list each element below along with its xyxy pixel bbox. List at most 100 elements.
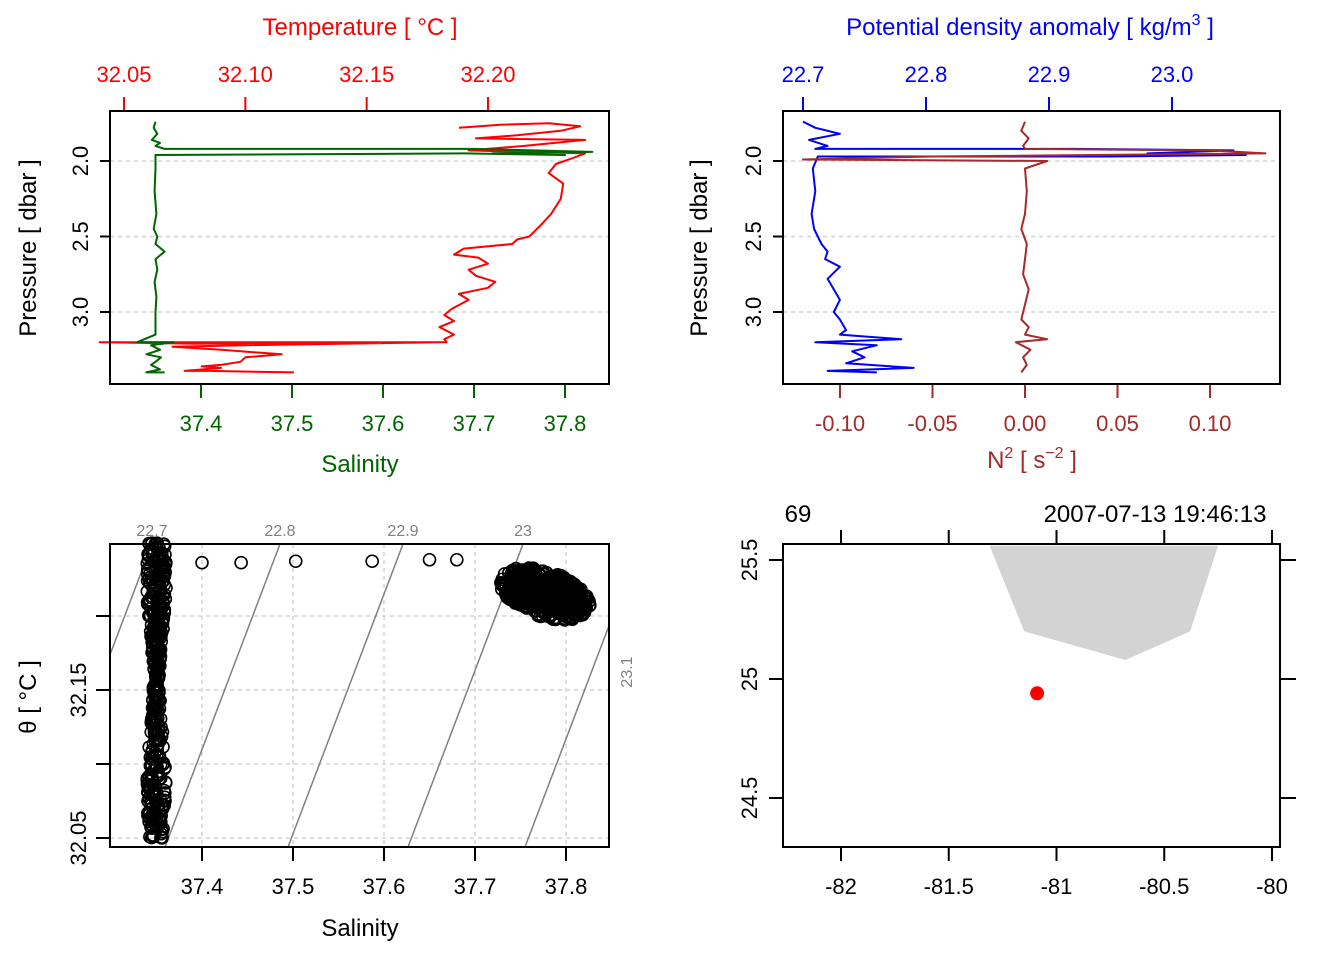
scatter-point [565,583,579,598]
x-tick-label: 23.0 [1151,62,1194,87]
scatter-point [514,585,528,600]
isopycnal-label: 22.7 [136,523,167,540]
scatter-point [288,554,303,569]
x-tick-label: 37.5 [271,411,314,436]
x-tick-label: 37.7 [454,874,497,899]
x-tick-label: -0.10 [815,411,865,436]
scatter-point [156,821,170,836]
x-tick-label: 37.8 [545,874,588,899]
pressure-axis-title: Pressure [ dbar ] [686,159,713,336]
x-tick-label: 37.4 [181,874,224,899]
x-tick-label: 37.7 [453,411,496,436]
scatter-point [150,821,165,835]
scatter-point [143,750,158,765]
scatter-point [531,607,546,621]
n2-axis-title: N2 [ s−2 ] [987,445,1077,474]
scatter-point [195,555,209,570]
scatter-point [155,594,170,608]
pressure-axis-title: Pressure [ dbar ] [15,159,42,336]
scatter-point [153,603,168,617]
scatter-point [546,594,561,608]
salinity-axis: 37.4 37.5 37.6 37.7 37.8 [180,384,587,436]
y-tick-label: 25.5 [737,539,762,582]
scatter-point [150,678,165,693]
isopycnal-line [109,543,153,655]
scatter-point [554,580,569,595]
grid [783,160,1280,313]
scatter-point [143,609,157,623]
salinity-axis: 37.4 37.5 37.6 37.7 37.8 [181,847,588,899]
x-tick-label: 37.8 [544,411,587,436]
x-tick-label: 22.8 [905,62,948,87]
x-tick-label: 0.05 [1096,411,1139,436]
isopycnal-label: 22.8 [264,523,295,540]
plot-frame [109,110,610,385]
panel-station-map: -82 -81.5 -81 -80.5 -80 24.5 25 25.5 69 2007-0… [737,501,1296,899]
x-tick-label: 22.7 [782,62,825,87]
theta-axis-title: θ [ °C ] [15,660,42,734]
scatter-point [151,646,165,661]
x-tick-label: 22.9 [1028,62,1071,87]
y-tick-label: 3.0 [68,297,93,328]
scatter-point [152,669,166,683]
scatter-point [573,603,587,618]
scatter-point [449,552,464,567]
isopycnal-label: 22.9 [387,523,418,540]
scatter-point [149,688,163,703]
x-tick-label: -81 [1041,874,1073,899]
plot-frame [782,543,1281,848]
salinity-axis-title: Salinity [321,915,398,942]
x-tick-label: -0.05 [907,411,957,436]
station-marker [1030,686,1045,701]
y-tick-label: 32.05 [66,810,91,865]
scatter-point [152,616,166,631]
theta-axis: 32.05 32.15 [66,615,110,866]
scatter-point [529,603,543,618]
scatter-point [143,566,158,581]
isopycnal-line [164,543,281,848]
pressure-axis: 2.0 2.5 3.0 [68,146,110,328]
scatter-point [147,578,162,593]
y-tick-label: 25 [737,667,762,691]
x-tick-label: 32.05 [96,62,151,87]
scatter-point [147,722,162,737]
scatter-point [148,655,163,670]
temperature-axis: 32.05 32.10 32.15 32.20 [96,62,516,111]
top-axis [840,530,1273,544]
scatter-point [152,596,166,611]
temperature-axis-title: Temperature [ °C ] [263,14,458,41]
scatter-point [529,568,544,583]
x-tick-label: -82 [825,874,857,899]
latitude-axis: 24.5 25 25.5 [737,539,1296,820]
x-tick-label: -80 [1256,874,1288,899]
coastline [989,545,1219,660]
density-axis: 22.7 22.8 22.9 23.0 [782,62,1194,111]
scatter-point [501,580,516,595]
scatter-point [147,699,162,713]
series-group [802,120,1267,374]
scatter-point [158,776,173,790]
x-tick-label: 37.5 [272,874,315,899]
grid [110,160,609,313]
panel-density-n2-profile: Potential density anomaly [ kg/m3 ] 22.7… [686,12,1281,474]
scatter-point [150,606,165,620]
scatter-point [152,631,166,646]
series-group [98,121,594,374]
isopycnal-line [287,543,404,848]
salinity-axis-title: Salinity [321,451,398,478]
scatter-point [511,595,526,610]
scatter-point [234,555,248,570]
scatter-point [150,569,165,583]
y-tick-label: 24.5 [737,777,762,820]
scatter-point [153,630,168,645]
scatter-point [146,715,161,730]
x-tick-label: 37.6 [363,874,406,899]
y-tick-label: 2.5 [741,221,766,252]
scatter-point [569,595,584,609]
plot-frame [782,110,1281,385]
isopycnal-line [524,625,610,848]
scatter-point [145,829,160,843]
scatter-point [152,749,167,763]
